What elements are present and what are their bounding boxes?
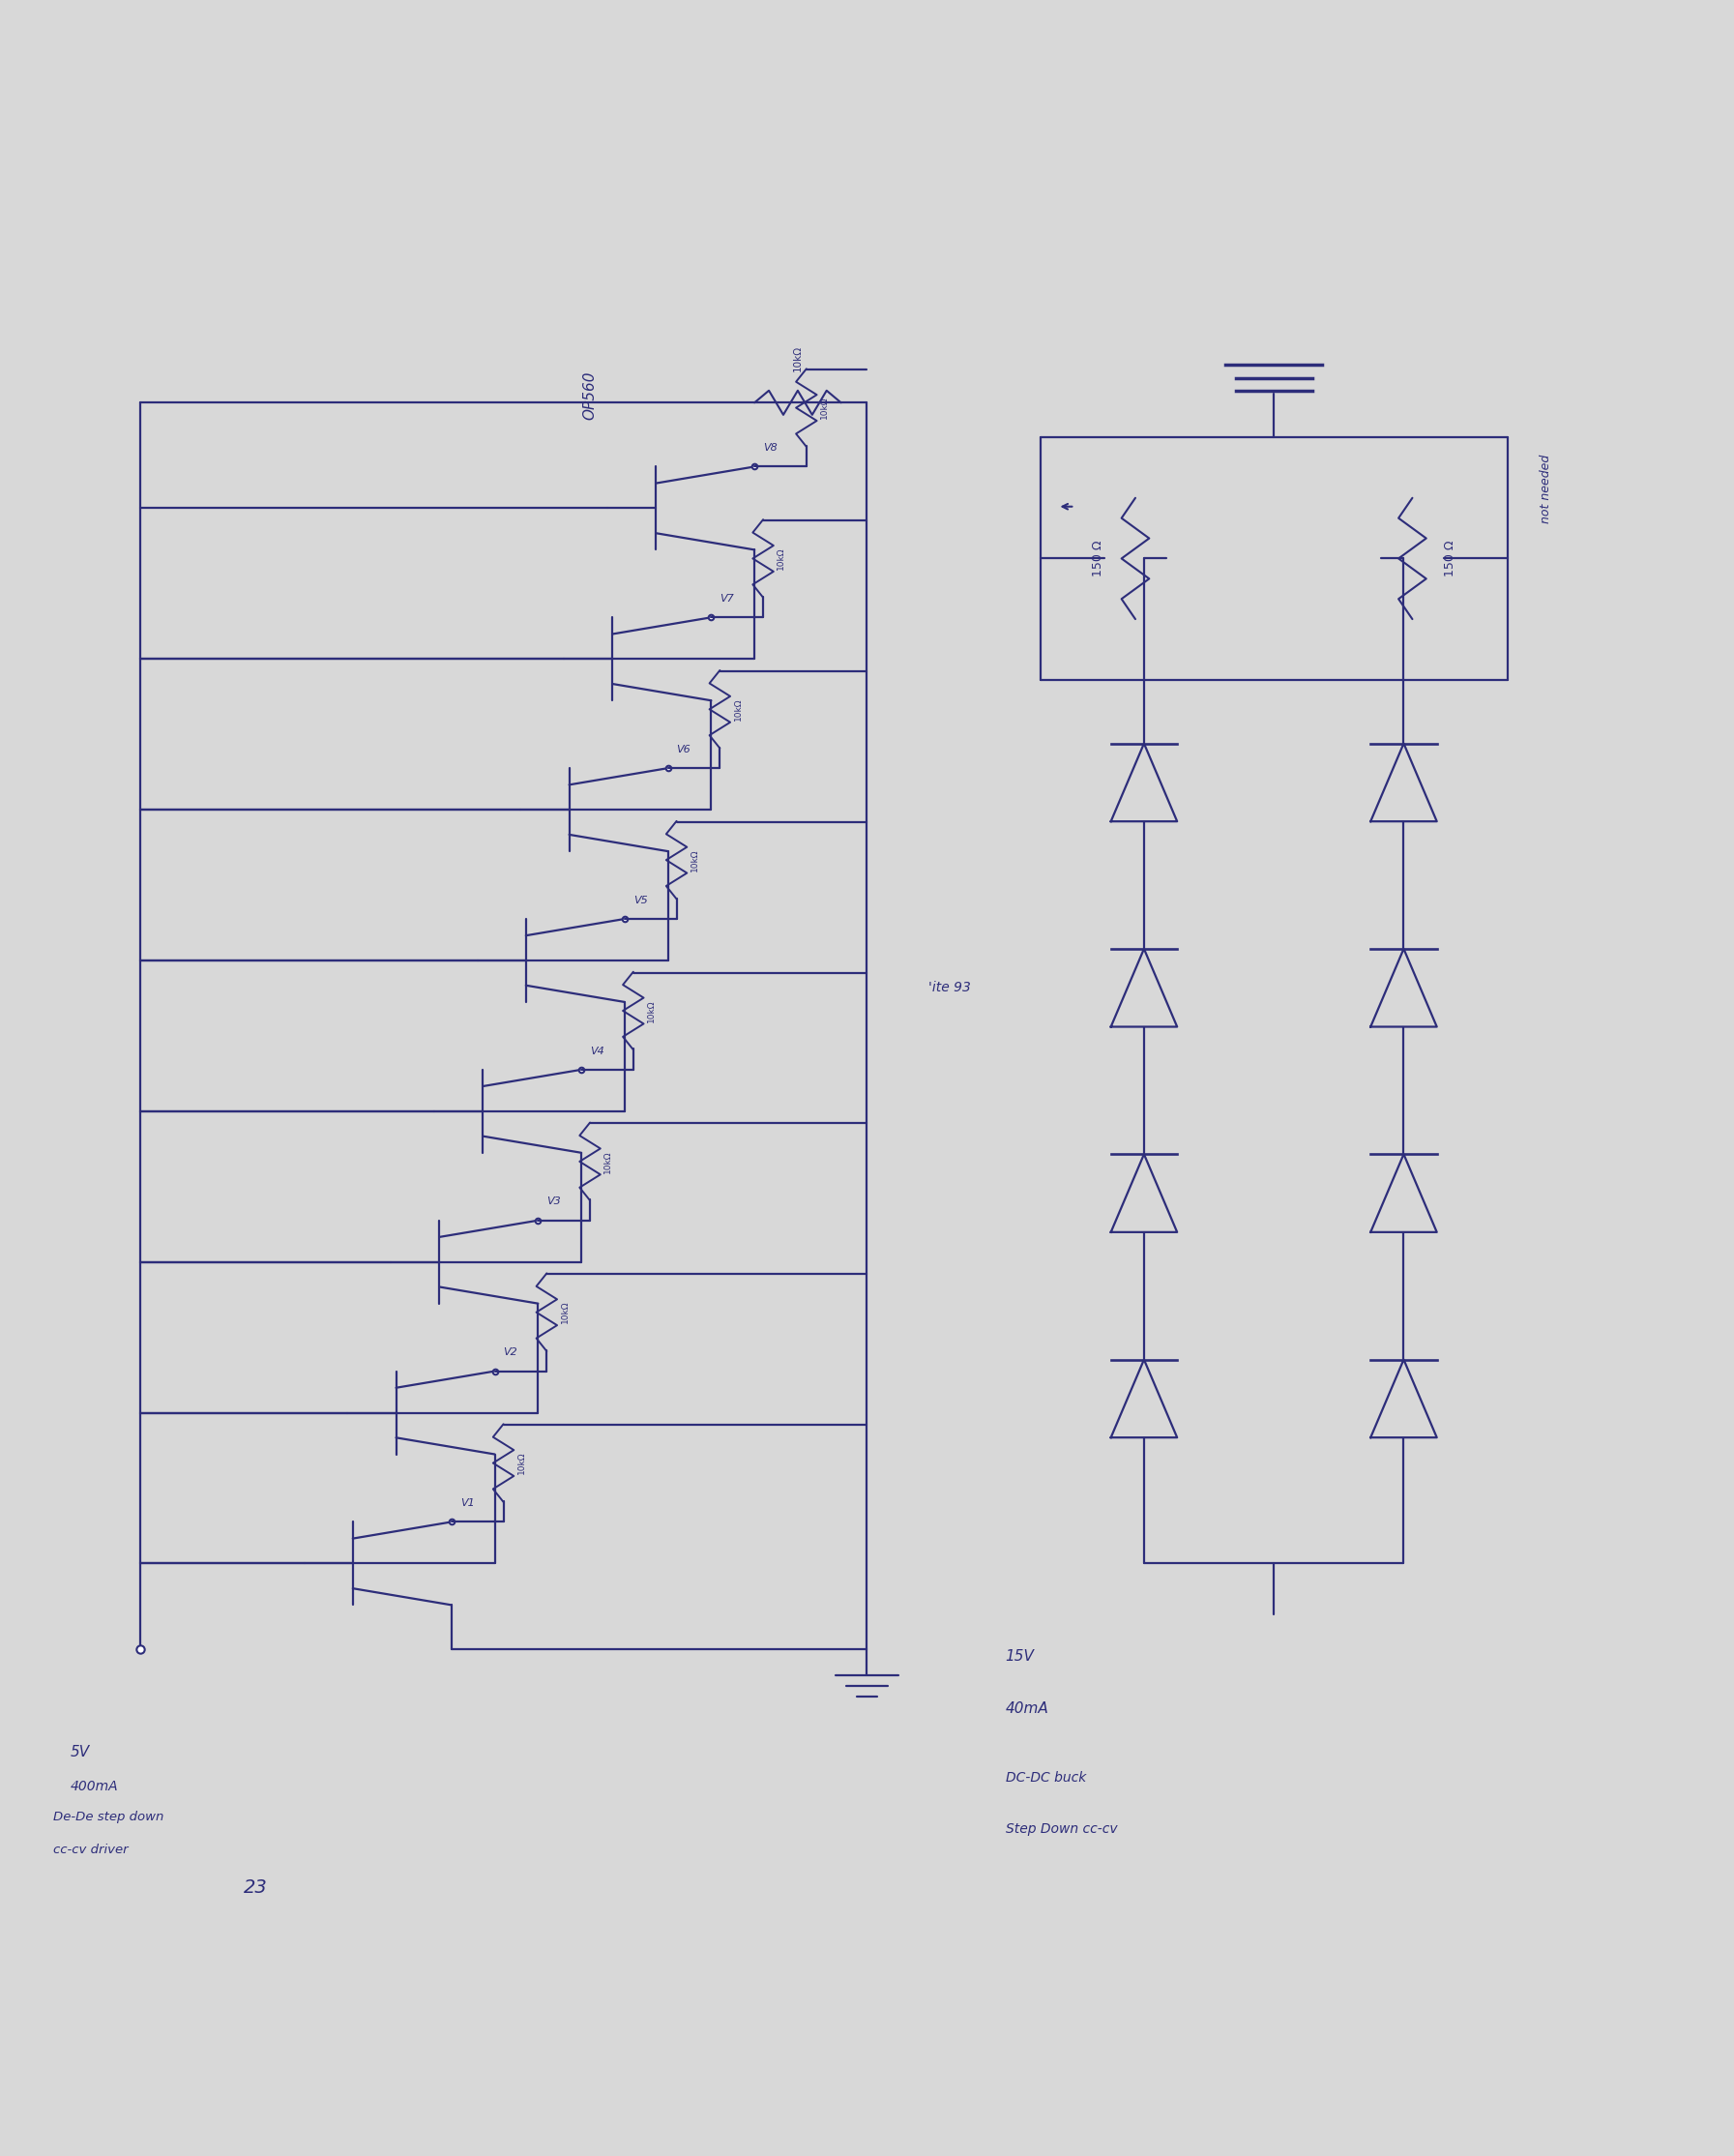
Text: 10kΩ: 10kΩ (733, 699, 742, 720)
Text: OP560: OP560 (583, 371, 596, 420)
Text: 10kΩ: 10kΩ (820, 397, 829, 418)
Text: 10kΩ: 10kΩ (560, 1300, 569, 1324)
Text: 'ite 93: 'ite 93 (928, 981, 971, 994)
Text: Step Down cc-cv: Step Down cc-cv (1006, 1822, 1117, 1837)
Text: De-De step down: De-De step down (54, 1811, 165, 1824)
Text: 10kΩ: 10kΩ (690, 849, 699, 871)
Text: V3: V3 (546, 1197, 562, 1207)
Text: 10kΩ: 10kΩ (647, 1000, 655, 1022)
Text: 23: 23 (244, 1878, 267, 1897)
Text: V7: V7 (720, 593, 733, 604)
Text: 400mA: 400mA (71, 1779, 118, 1794)
Text: 10kΩ: 10kΩ (517, 1451, 525, 1475)
Text: cc-cv driver: cc-cv driver (54, 1843, 128, 1856)
Text: V2: V2 (503, 1348, 518, 1358)
Text: 5V: 5V (71, 1744, 90, 1759)
Text: V8: V8 (763, 444, 777, 453)
Text: 150 Ω: 150 Ω (1443, 541, 1457, 576)
Text: 10kΩ: 10kΩ (603, 1149, 612, 1173)
Text: 10kΩ: 10kΩ (777, 548, 786, 569)
Text: V5: V5 (633, 895, 647, 906)
Text: V4: V4 (590, 1046, 603, 1056)
Text: DC-DC buck: DC-DC buck (1006, 1770, 1085, 1785)
Text: 10kΩ: 10kΩ (792, 345, 803, 371)
Text: 40mA: 40mA (1006, 1701, 1049, 1716)
Text: 150 Ω: 150 Ω (1092, 541, 1105, 576)
Text: V6: V6 (676, 744, 690, 755)
Text: 15V: 15V (1006, 1649, 1035, 1664)
Text: not needed: not needed (1540, 455, 1552, 524)
Text: V1: V1 (460, 1498, 475, 1507)
